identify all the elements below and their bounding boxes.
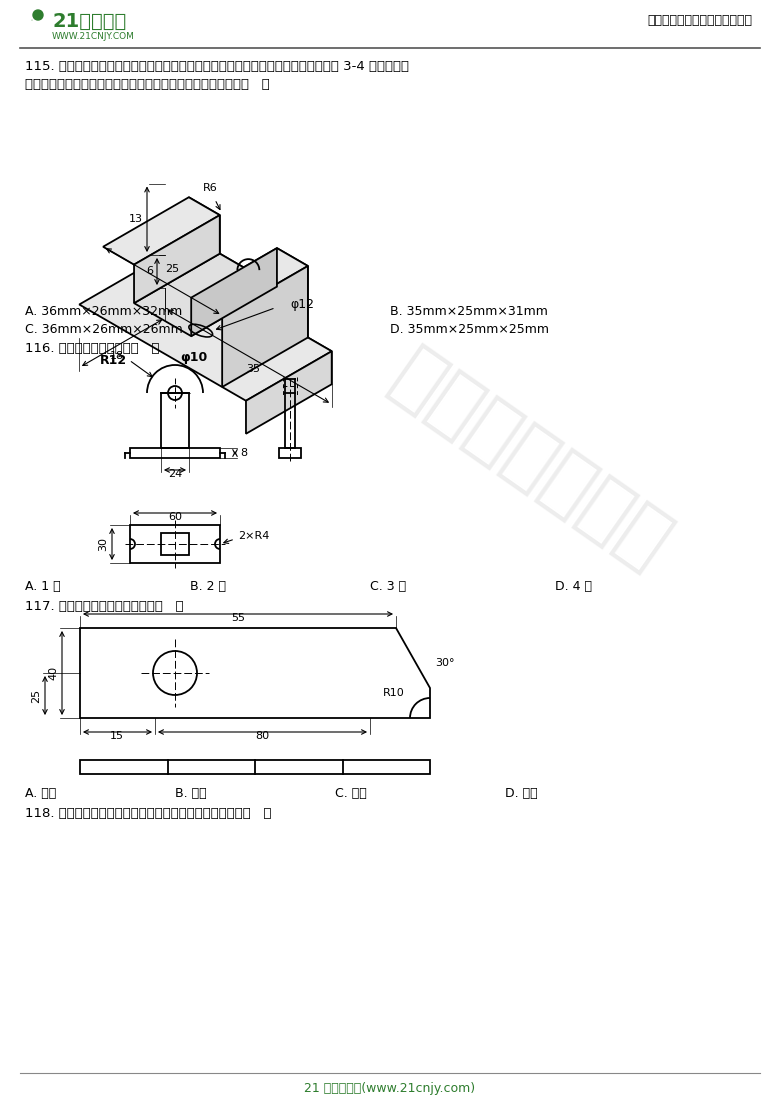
Text: 40: 40 — [48, 666, 58, 681]
Text: 35: 35 — [246, 364, 261, 374]
Text: 115. 通用技术实践课上，小明设计了一个如图所示的零件，请根据图及其描述完成第 3-4 题。小明到: 115. 通用技术实践课上，小明设计了一个如图所示的零件，请根据图及其描述完成第… — [25, 60, 409, 73]
Text: R6: R6 — [202, 183, 217, 193]
Text: φ12: φ12 — [291, 298, 314, 311]
Text: C. 36mm×26mm×26mm: C. 36mm×26mm×26mm — [25, 323, 183, 336]
Text: B. 2 处: B. 2 处 — [190, 580, 226, 593]
Text: 材料室选择尺寸合适的钉块加工该零件，其中尺寸最合理的是（   ）: 材料室选择尺寸合适的钉块加工该零件，其中尺寸最合理的是（ ） — [25, 78, 270, 92]
Polygon shape — [165, 255, 332, 384]
Polygon shape — [189, 197, 220, 287]
Text: D. 35mm×25mm×25mm: D. 35mm×25mm×25mm — [390, 323, 549, 336]
Text: 117. 如图所示，漏标的尺寸共有（   ）: 117. 如图所示，漏标的尺寸共有（ ） — [25, 600, 183, 613]
Text: A. 1 处: A. 1 处 — [25, 580, 61, 593]
Text: C. 三处: C. 三处 — [335, 788, 367, 800]
Text: 30°: 30° — [435, 658, 455, 668]
Text: 21 世纪教育网(www.21cnjy.com): 21 世纪教育网(www.21cnjy.com) — [304, 1082, 476, 1095]
Text: B. 二处: B. 二处 — [175, 788, 207, 800]
Text: 21世纪教育: 21世纪教育 — [52, 12, 126, 31]
Text: 116. 图中漏标的尺寸共有（   ）: 116. 图中漏标的尺寸共有（ ） — [25, 342, 159, 355]
Text: 118. 如图所示是某工件的技术图样，图中漏标的尺寸共有（   ）: 118. 如图所示是某工件的技术图样，图中漏标的尺寸共有（ ） — [25, 807, 271, 820]
Text: WWW.21CNJY.COM: WWW.21CNJY.COM — [52, 32, 135, 41]
Text: 教育网精选资料: 教育网精选资料 — [378, 338, 682, 582]
Polygon shape — [191, 248, 277, 336]
Text: 13: 13 — [129, 214, 143, 224]
Text: 18: 18 — [110, 351, 124, 361]
Text: 25: 25 — [165, 264, 179, 275]
Polygon shape — [134, 215, 220, 303]
Polygon shape — [277, 248, 308, 338]
Polygon shape — [246, 351, 332, 433]
Text: C. 3 处: C. 3 处 — [370, 580, 406, 593]
Text: 15: 15 — [110, 731, 124, 741]
Text: 6: 6 — [146, 267, 153, 277]
Text: A. 36mm×26mm×32mm: A. 36mm×26mm×32mm — [25, 306, 183, 318]
Text: D. 四处: D. 四处 — [505, 788, 537, 800]
Text: 中小学教育资源及组卷应用平台: 中小学教育资源及组卷应用平台 — [647, 13, 752, 26]
Polygon shape — [80, 255, 332, 400]
Text: A. 一处: A. 一处 — [25, 788, 56, 800]
Circle shape — [33, 10, 43, 20]
Text: R10: R10 — [383, 688, 405, 698]
Text: 30: 30 — [98, 537, 108, 552]
Text: 2×R4: 2×R4 — [238, 531, 269, 540]
Text: D. 4 处: D. 4 处 — [555, 580, 592, 593]
Text: φ10: φ10 — [180, 351, 207, 364]
Polygon shape — [191, 248, 308, 315]
Text: 25: 25 — [31, 688, 41, 703]
Text: 8: 8 — [240, 448, 247, 458]
Text: B. 35mm×25mm×31mm: B. 35mm×25mm×31mm — [390, 306, 548, 318]
Polygon shape — [134, 254, 277, 336]
Text: 80: 80 — [255, 731, 269, 741]
Polygon shape — [222, 266, 308, 387]
Text: 55: 55 — [231, 613, 245, 623]
Polygon shape — [220, 254, 277, 320]
Text: R12: R12 — [100, 353, 127, 366]
Text: 60: 60 — [168, 512, 182, 522]
Text: 24: 24 — [168, 469, 182, 479]
Polygon shape — [103, 197, 220, 265]
